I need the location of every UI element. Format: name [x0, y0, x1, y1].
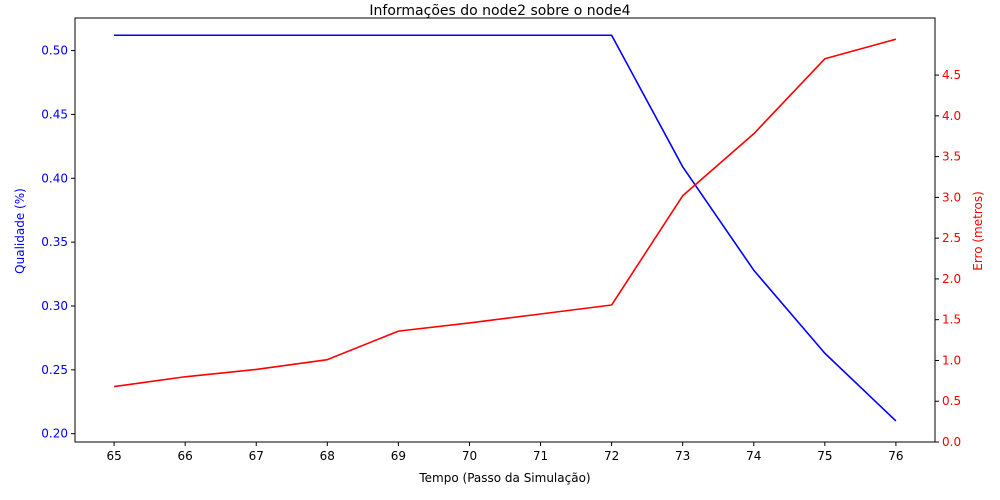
plot-frame	[74, 17, 936, 443]
x-tick-label: 67	[249, 449, 264, 463]
y-left-tick-label: 0.45	[41, 107, 68, 121]
y-right-tick-label: 0.0	[942, 435, 961, 449]
y-right-axis-label: Erro (metros)	[971, 191, 985, 271]
x-axis-label: Tempo (Passo da Simulação)	[418, 471, 590, 485]
x-tick-label: 71	[533, 449, 548, 463]
y-left-tick-label: 0.20	[41, 427, 68, 441]
y-left-axis-label: Qualidade (%)	[13, 188, 27, 274]
x-tick-label: 75	[817, 449, 832, 463]
x-tick-label: 70	[462, 449, 477, 463]
y-left-tick-label: 0.30	[41, 299, 68, 313]
y-right-tick-label: 0.5	[942, 394, 961, 408]
plot-area: 65 66 67 68 69 70 71 72 73 74 75 76 0.20 0.25 0.30 0.35…	[41, 17, 961, 463]
chart-title: Informações do node2 sobre o node4	[369, 3, 630, 19]
y-right-tick-label: 4.0	[942, 109, 961, 123]
y-right-tick-label: 1.5	[942, 313, 961, 327]
series-line-erro	[113, 38, 897, 388]
x-tick-label: 73	[675, 449, 690, 463]
x-tick-label: 69	[391, 449, 406, 463]
y-right-tick-label: 3.0	[942, 190, 961, 204]
y-left-tick-label: 0.50	[41, 44, 68, 58]
x-tick-label: 65	[106, 449, 121, 463]
y-right-tick-label: 2.0	[942, 272, 961, 286]
y-left-tick-label: 0.25	[41, 363, 68, 377]
x-tick-label: 74	[746, 449, 761, 463]
x-tick-label: 72	[604, 449, 619, 463]
y-left-tick-label: 0.35	[41, 235, 68, 249]
y-right-tick-label: 1.0	[942, 353, 961, 367]
x-tick-label: 68	[320, 449, 335, 463]
x-tick-label: 76	[888, 449, 903, 463]
y-right-tick-label: 4.5	[942, 68, 961, 82]
series-line-qualidade	[114, 34, 897, 422]
y-right-tick-label: 2.5	[942, 231, 961, 245]
y-right-tick-label: 3.5	[942, 150, 961, 164]
x-tick-label: 66	[178, 449, 193, 463]
y-left-tick-label: 0.40	[41, 171, 68, 185]
